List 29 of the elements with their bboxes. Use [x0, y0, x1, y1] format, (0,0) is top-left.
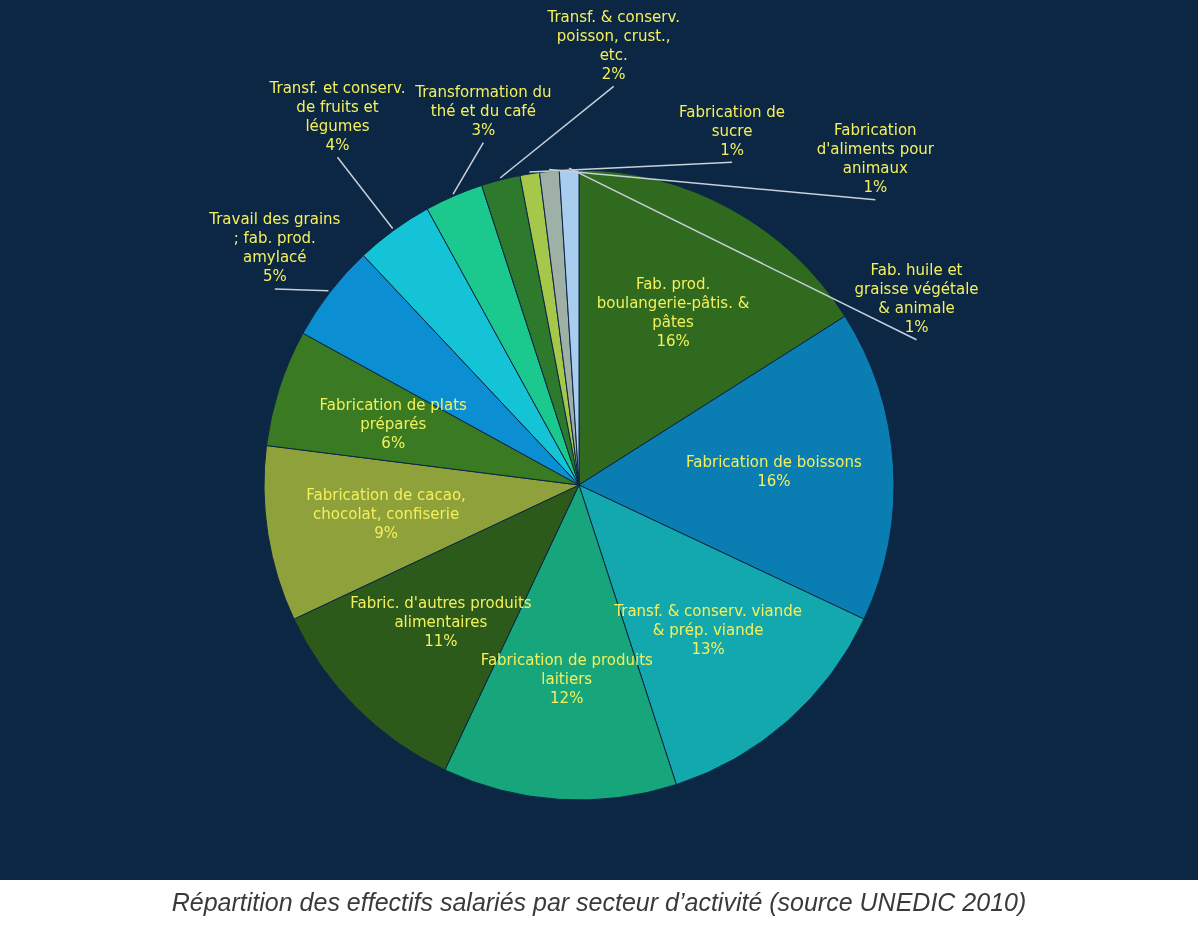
slice-label: Fabric. d'autres produits alimentaires — [350, 593, 532, 631]
slice-label: Transf. et conserv. de fruits et légumes — [268, 78, 406, 135]
slice-label: Travail des grains ; fab. prod. amylacé — [208, 210, 341, 267]
data-label: 16% — [656, 332, 690, 351]
data-label: 12% — [550, 688, 584, 707]
slice-label: Fabrication de plats préparés — [319, 395, 468, 433]
slice-label: Fabrication de cacao, chocolat, confiserie — [306, 486, 466, 524]
slice-label: Transformation du thé et du café — [414, 82, 552, 120]
data-label: 11% — [424, 631, 458, 650]
data-label: 16% — [757, 472, 791, 491]
data-label: 13% — [691, 640, 725, 659]
text: Répartition des effectifs salariés par secteur d’activité (source UNEDIC 2010) — [170, 888, 1028, 917]
data-label: 9% — [374, 524, 398, 543]
slice-label: Transf. & conserv. viande & prép. viande — [613, 602, 803, 640]
data-label: 4% — [325, 135, 350, 154]
slice-label: Fab. prod. boulangerie-pâtis. & pâtes — [596, 275, 750, 332]
slice-label: Fabrication de boissons — [686, 453, 862, 472]
data-label: 2% — [601, 64, 626, 83]
data-label: 6% — [381, 433, 406, 452]
data-label: 1% — [720, 140, 744, 159]
data-label: 3% — [471, 120, 496, 139]
slice-label: Fabrication d'aliments pour animaux — [816, 121, 935, 178]
data-label: 1% — [904, 318, 929, 337]
data-label: 5% — [262, 267, 287, 286]
slice-label: Fabrication de sucre — [679, 102, 786, 140]
slice-label: Fab. huile et graisse végétale & animale — [854, 261, 979, 318]
data-label: 1% — [863, 178, 888, 197]
slice-label: Transf. & conserv. poisson, crust., etc. — [546, 7, 680, 64]
slice-label: Fabrication de produits laitiers — [480, 650, 654, 688]
